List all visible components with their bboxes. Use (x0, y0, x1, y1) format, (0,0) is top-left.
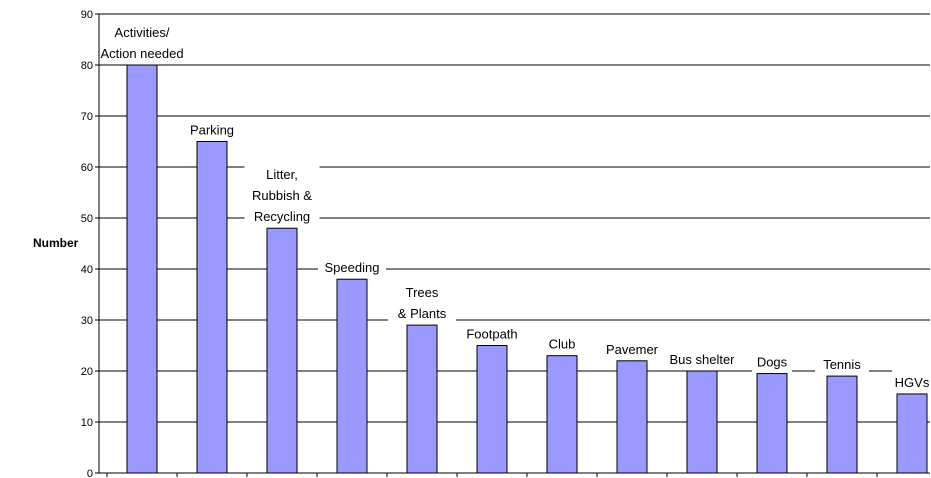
bar-label-11: HGVs (895, 375, 930, 390)
bar-label-10: Tennis (823, 357, 861, 372)
y-tick-label-90: 90 (81, 9, 93, 21)
bar-2 (266, 227, 298, 474)
bar-7 (616, 360, 648, 474)
bar-6 (546, 355, 578, 474)
bar-label-8: Bus shelter (669, 352, 735, 367)
bar-0 (126, 64, 158, 474)
bar-label-2: Litter, Rubbish & Recycling (252, 167, 312, 224)
axes: 0 10 20 30 40 50 60 70 80 90 (81, 9, 930, 478)
bar-10 (826, 375, 858, 474)
bar-label-9-line-0: Dogs (757, 355, 788, 370)
bar-label-4: Trees & Plants (398, 285, 447, 321)
y-tick-label-20: 20 (81, 366, 93, 378)
bar-label-8-line-0: Bus shelter (669, 352, 735, 367)
bar-label-2-line-1: Rubbish & (252, 188, 312, 203)
bar-label-1-line-0: Parking (190, 123, 234, 138)
bar-label-7-line-0: Pavemer (606, 342, 659, 357)
bar-label-0: Activities/Action needed (100, 25, 183, 61)
bar-9 (756, 373, 788, 474)
bar-3 (336, 278, 368, 474)
bar-label-3: Speeding (325, 260, 380, 275)
y-tick-label-30: 30 (81, 315, 93, 327)
bar-label-2-line-0: Litter, (266, 167, 298, 182)
bar-label-2-line-2: Recycling (254, 209, 310, 224)
bar-label-11-line-0: HGVs (895, 375, 930, 390)
y-axis-title: Number (33, 236, 79, 250)
bar-label-9: Dogs (757, 355, 788, 370)
bar-label-7: Pavemer (606, 342, 659, 357)
y-tick-label-0: 0 (87, 468, 93, 478)
bar-8 (686, 370, 718, 474)
bars (126, 64, 928, 474)
y-tick-label-50: 50 (81, 213, 93, 225)
bar-labels: Activities/Action needed Parking Litter, Ru… (100, 25, 929, 390)
bar-label-0-line-1: Action needed (100, 46, 183, 61)
bar-label-6-line-0: Club (549, 337, 576, 352)
bar-label-1: Parking (190, 123, 234, 138)
bar-4 (406, 324, 438, 474)
bar-label-6: Club (549, 337, 576, 352)
bar-label-0-line-0: Activities/ (115, 25, 170, 40)
bar-label-10-line-0: Tennis (823, 357, 861, 372)
bar-5 (476, 345, 508, 474)
bar-label-4-line-1: & Plants (398, 306, 447, 321)
y-tick-label-80: 80 (81, 60, 93, 72)
y-tick-label-60: 60 (81, 162, 93, 174)
bar-11 (896, 393, 928, 474)
gridlines (99, 13, 930, 423)
y-tick-label-10: 10 (81, 417, 93, 429)
bar-label-5: Footpath (466, 327, 517, 342)
bar-label-5-line-0: Footpath (466, 327, 517, 342)
bar-1 (196, 141, 228, 474)
y-tick-label-70: 70 (81, 111, 93, 123)
bar-label-3-line-0: Speeding (325, 260, 380, 275)
bar-label-4-line-0: Trees (406, 285, 439, 300)
y-tick-label-40: 40 (81, 264, 93, 276)
